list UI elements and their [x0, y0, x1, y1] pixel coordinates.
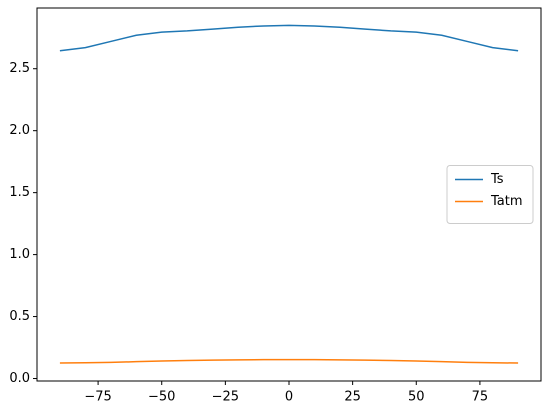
y-tick-label: 2.0	[9, 123, 30, 138]
x-tick-label: 50	[408, 390, 425, 405]
y-tick-label: 1.0	[9, 247, 30, 262]
x-tick-label: −50	[148, 390, 175, 405]
x-tick-label: 25	[344, 390, 361, 405]
line	[59, 358, 519, 364]
y-tick-label: 0.5	[9, 309, 30, 324]
legend-label: Ts	[490, 172, 504, 187]
x-tick-label: −25	[212, 390, 239, 405]
legend-label: Tatm	[490, 194, 523, 209]
x-tick-label: 75	[472, 390, 489, 405]
legend: Ts Tatm	[446, 165, 534, 224]
y-tick-label: 0.0	[9, 371, 30, 386]
y-tick-label: 1.5	[9, 185, 30, 200]
x-tick-label: −75	[84, 390, 111, 405]
x-tick-label: 0	[285, 390, 293, 405]
y-tick-label: 2.5	[9, 61, 30, 76]
line	[59, 24, 519, 52]
